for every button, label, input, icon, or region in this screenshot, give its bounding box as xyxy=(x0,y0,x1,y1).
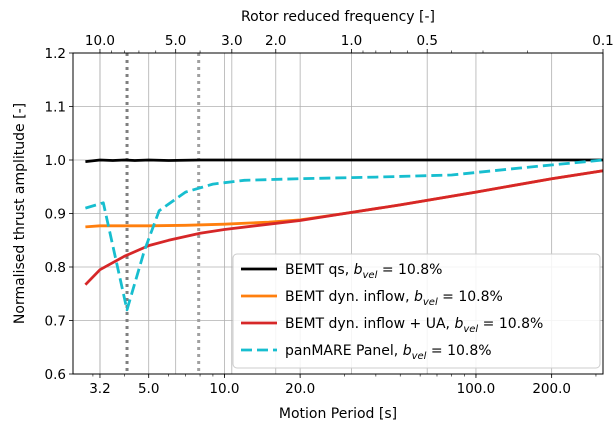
top-tick-label: 10.0 xyxy=(85,33,115,49)
y-tick-label: 1.1 xyxy=(45,100,66,116)
top-tick-label: 0.5 xyxy=(416,33,437,49)
legend-entry-label: panMARE Panel, bvel = 10.8% xyxy=(285,343,492,362)
x-tick-label: 100.0 xyxy=(457,381,496,397)
x-tick-label: 20.0 xyxy=(285,381,315,397)
x-tick-label: 5.0 xyxy=(138,381,159,397)
series-lines xyxy=(84,158,604,312)
x-tick-label: 200.0 xyxy=(532,381,571,397)
y-tick-label: 0.6 xyxy=(45,367,66,383)
top-tick-label: 1.0 xyxy=(341,33,362,49)
x-tick-label: 3.2 xyxy=(89,381,110,397)
top-tick-label: 5.0 xyxy=(165,33,186,49)
top-tick-label: 2.0 xyxy=(265,33,286,49)
legend-entry-label: BEMT dyn. inflow + UA, bvel = 10.8% xyxy=(285,316,543,335)
y-tick-label: 1.0 xyxy=(45,153,66,169)
top-axis-label: Rotor reduced frequency [-] xyxy=(241,9,435,25)
legend-entry-label: BEMT dyn. inflow, bvel = 10.8% xyxy=(285,289,503,308)
series-line-3 xyxy=(84,169,604,286)
series-line-4 xyxy=(85,158,604,312)
y-tick-label: 0.8 xyxy=(45,260,66,276)
series-line-1 xyxy=(85,158,603,163)
legend-entry-label: BEMT qs, bvel = 10.8% xyxy=(285,262,442,281)
y-tick-label: 1.2 xyxy=(45,46,66,62)
y-tick-label: 0.9 xyxy=(45,207,66,223)
legend: BEMT qs, bvel = 10.8% BEMT dyn. inflow, b… xyxy=(232,253,601,369)
axis-ticks: 0.6 0.7 0.8 0.9 1.0 1.1 1.2 3.2 5.0 10.0 20.0 100.0… xyxy=(45,33,614,397)
vertical-markers xyxy=(125,53,201,374)
x-axis-label: Motion Period [s] xyxy=(279,406,397,422)
top-tick-label: 0.1 xyxy=(592,33,613,49)
legend-box xyxy=(232,253,601,369)
x-tick-label: 10.0 xyxy=(209,381,239,397)
y-tick-label: 0.7 xyxy=(45,314,66,330)
top-tick-label: 3.0 xyxy=(221,33,242,49)
y-axis-label: Normalised thrust amplitude [-] xyxy=(12,103,28,324)
